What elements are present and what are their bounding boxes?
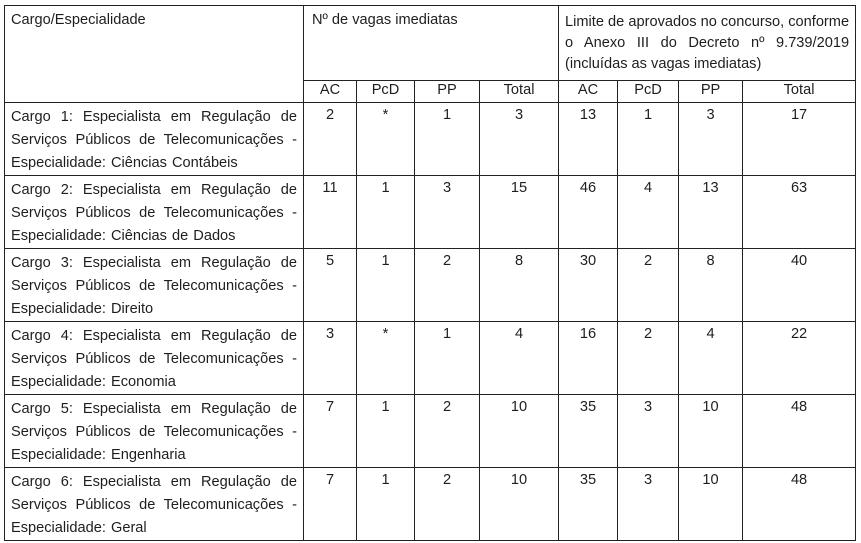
limite-total-cell: 22 bbox=[742, 321, 857, 395]
limite-pp-cell: 4 bbox=[678, 321, 744, 395]
subheader-limite-pcd: PcD bbox=[617, 80, 680, 103]
vagas-pp-cell: 3 bbox=[414, 175, 480, 249]
vagas-pp-cell: 2 bbox=[414, 467, 480, 541]
vagas-pp-cell: 1 bbox=[414, 321, 480, 395]
subheader-vagas-pcd: PcD bbox=[356, 80, 415, 103]
limite-pcd-cell: 3 bbox=[617, 394, 680, 468]
table-row: Cargo 6: Especialista em Regulação de Se… bbox=[4, 467, 857, 541]
limite-ac-cell: 46 bbox=[558, 175, 619, 249]
vagas-ac-cell: 7 bbox=[303, 467, 357, 541]
vagas-total-cell: 8 bbox=[478, 248, 560, 322]
table-row: Cargo 2: Especialista em Regulação de Se… bbox=[4, 175, 857, 249]
vagas-pcd-cell: 1 bbox=[356, 394, 415, 468]
cargo-cell: Cargo 4: Especialista em Regulação de Se… bbox=[4, 321, 304, 395]
limite-pcd-cell: 2 bbox=[617, 321, 680, 395]
limite-total-cell: 63 bbox=[742, 175, 857, 249]
limite-total-cell: 40 bbox=[742, 248, 857, 322]
vagas-ac-cell: 5 bbox=[303, 248, 357, 322]
limite-pp-cell: 10 bbox=[678, 394, 744, 468]
subheader-limite-ac: AC bbox=[558, 80, 619, 103]
cargo-cell: Cargo 1: Especialista em Regulação de Se… bbox=[4, 102, 304, 176]
vagas-pcd-cell: 1 bbox=[356, 467, 415, 541]
vagas-total-cell: 15 bbox=[478, 175, 560, 249]
subheader-limite-pp: PP bbox=[678, 80, 744, 103]
cargo-cell: Cargo 6: Especialista em Regulação de Se… bbox=[4, 467, 304, 541]
limite-pcd-cell: 1 bbox=[617, 102, 680, 176]
subheader-vagas-pp: PP bbox=[414, 80, 480, 103]
vagas-pcd-cell: * bbox=[356, 102, 415, 176]
limite-ac-cell: 16 bbox=[558, 321, 619, 395]
cargo-cell: Cargo 3: Especialista em Regulação de Se… bbox=[4, 248, 304, 322]
vagas-pp-cell: 2 bbox=[414, 248, 480, 322]
header-vagas-imediatas: Nº de vagas imediatas bbox=[302, 5, 560, 81]
vagas-pcd-cell: 1 bbox=[356, 175, 415, 249]
vagas-ac-cell: 3 bbox=[303, 321, 357, 395]
subheader-limite-total: Total bbox=[742, 80, 857, 103]
limite-pcd-cell: 4 bbox=[617, 175, 680, 249]
table-row: Cargo 3: Especialista em Regulação de Se… bbox=[4, 248, 857, 322]
table-row: Cargo 5: Especialista em Regulação de Se… bbox=[4, 394, 857, 468]
vagas-total-cell: 10 bbox=[478, 467, 560, 541]
vacancies-table: Cargo/Especialidade Nº de vagas imediata… bbox=[4, 5, 857, 541]
header-limite-aprovados: Limite de aprovados no concurso, conform… bbox=[558, 5, 857, 81]
limite-pp-cell: 8 bbox=[678, 248, 744, 322]
limite-ac-cell: 35 bbox=[558, 394, 619, 468]
table-row: Cargo 1: Especialista em Regulação de Se… bbox=[4, 102, 857, 176]
vagas-pp-cell: 1 bbox=[414, 102, 480, 176]
cargo-cell: Cargo 5: Especialista em Regulação de Se… bbox=[4, 394, 304, 468]
limite-total-cell: 48 bbox=[742, 467, 857, 541]
limite-pp-cell: 10 bbox=[678, 467, 744, 541]
subheader-vagas-total: Total bbox=[478, 80, 560, 103]
vagas-ac-cell: 7 bbox=[303, 394, 357, 468]
table-row: Cargo 4: Especialista em Regulação de Se… bbox=[4, 321, 857, 395]
vagas-pcd-cell: * bbox=[356, 321, 415, 395]
limite-ac-cell: 13 bbox=[558, 102, 619, 176]
limite-pp-cell: 3 bbox=[678, 102, 744, 176]
limite-ac-cell: 35 bbox=[558, 467, 619, 541]
limite-ac-cell: 30 bbox=[558, 248, 619, 322]
vagas-total-cell: 3 bbox=[478, 102, 560, 176]
limite-total-cell: 48 bbox=[742, 394, 857, 468]
header-cargo: Cargo/Especialidade bbox=[4, 5, 304, 103]
subheader-vagas-ac: AC bbox=[303, 80, 357, 103]
limite-total-cell: 17 bbox=[742, 102, 857, 176]
limite-pcd-cell: 3 bbox=[617, 467, 680, 541]
vagas-ac-cell: 2 bbox=[303, 102, 357, 176]
limite-pp-cell: 13 bbox=[678, 175, 744, 249]
vagas-total-cell: 4 bbox=[478, 321, 560, 395]
cargo-cell: Cargo 2: Especialista em Regulação de Se… bbox=[4, 175, 304, 249]
vagas-pp-cell: 2 bbox=[414, 394, 480, 468]
vagas-pcd-cell: 1 bbox=[356, 248, 415, 322]
limite-pcd-cell: 2 bbox=[617, 248, 680, 322]
vagas-total-cell: 10 bbox=[478, 394, 560, 468]
vagas-ac-cell: 11 bbox=[303, 175, 357, 249]
